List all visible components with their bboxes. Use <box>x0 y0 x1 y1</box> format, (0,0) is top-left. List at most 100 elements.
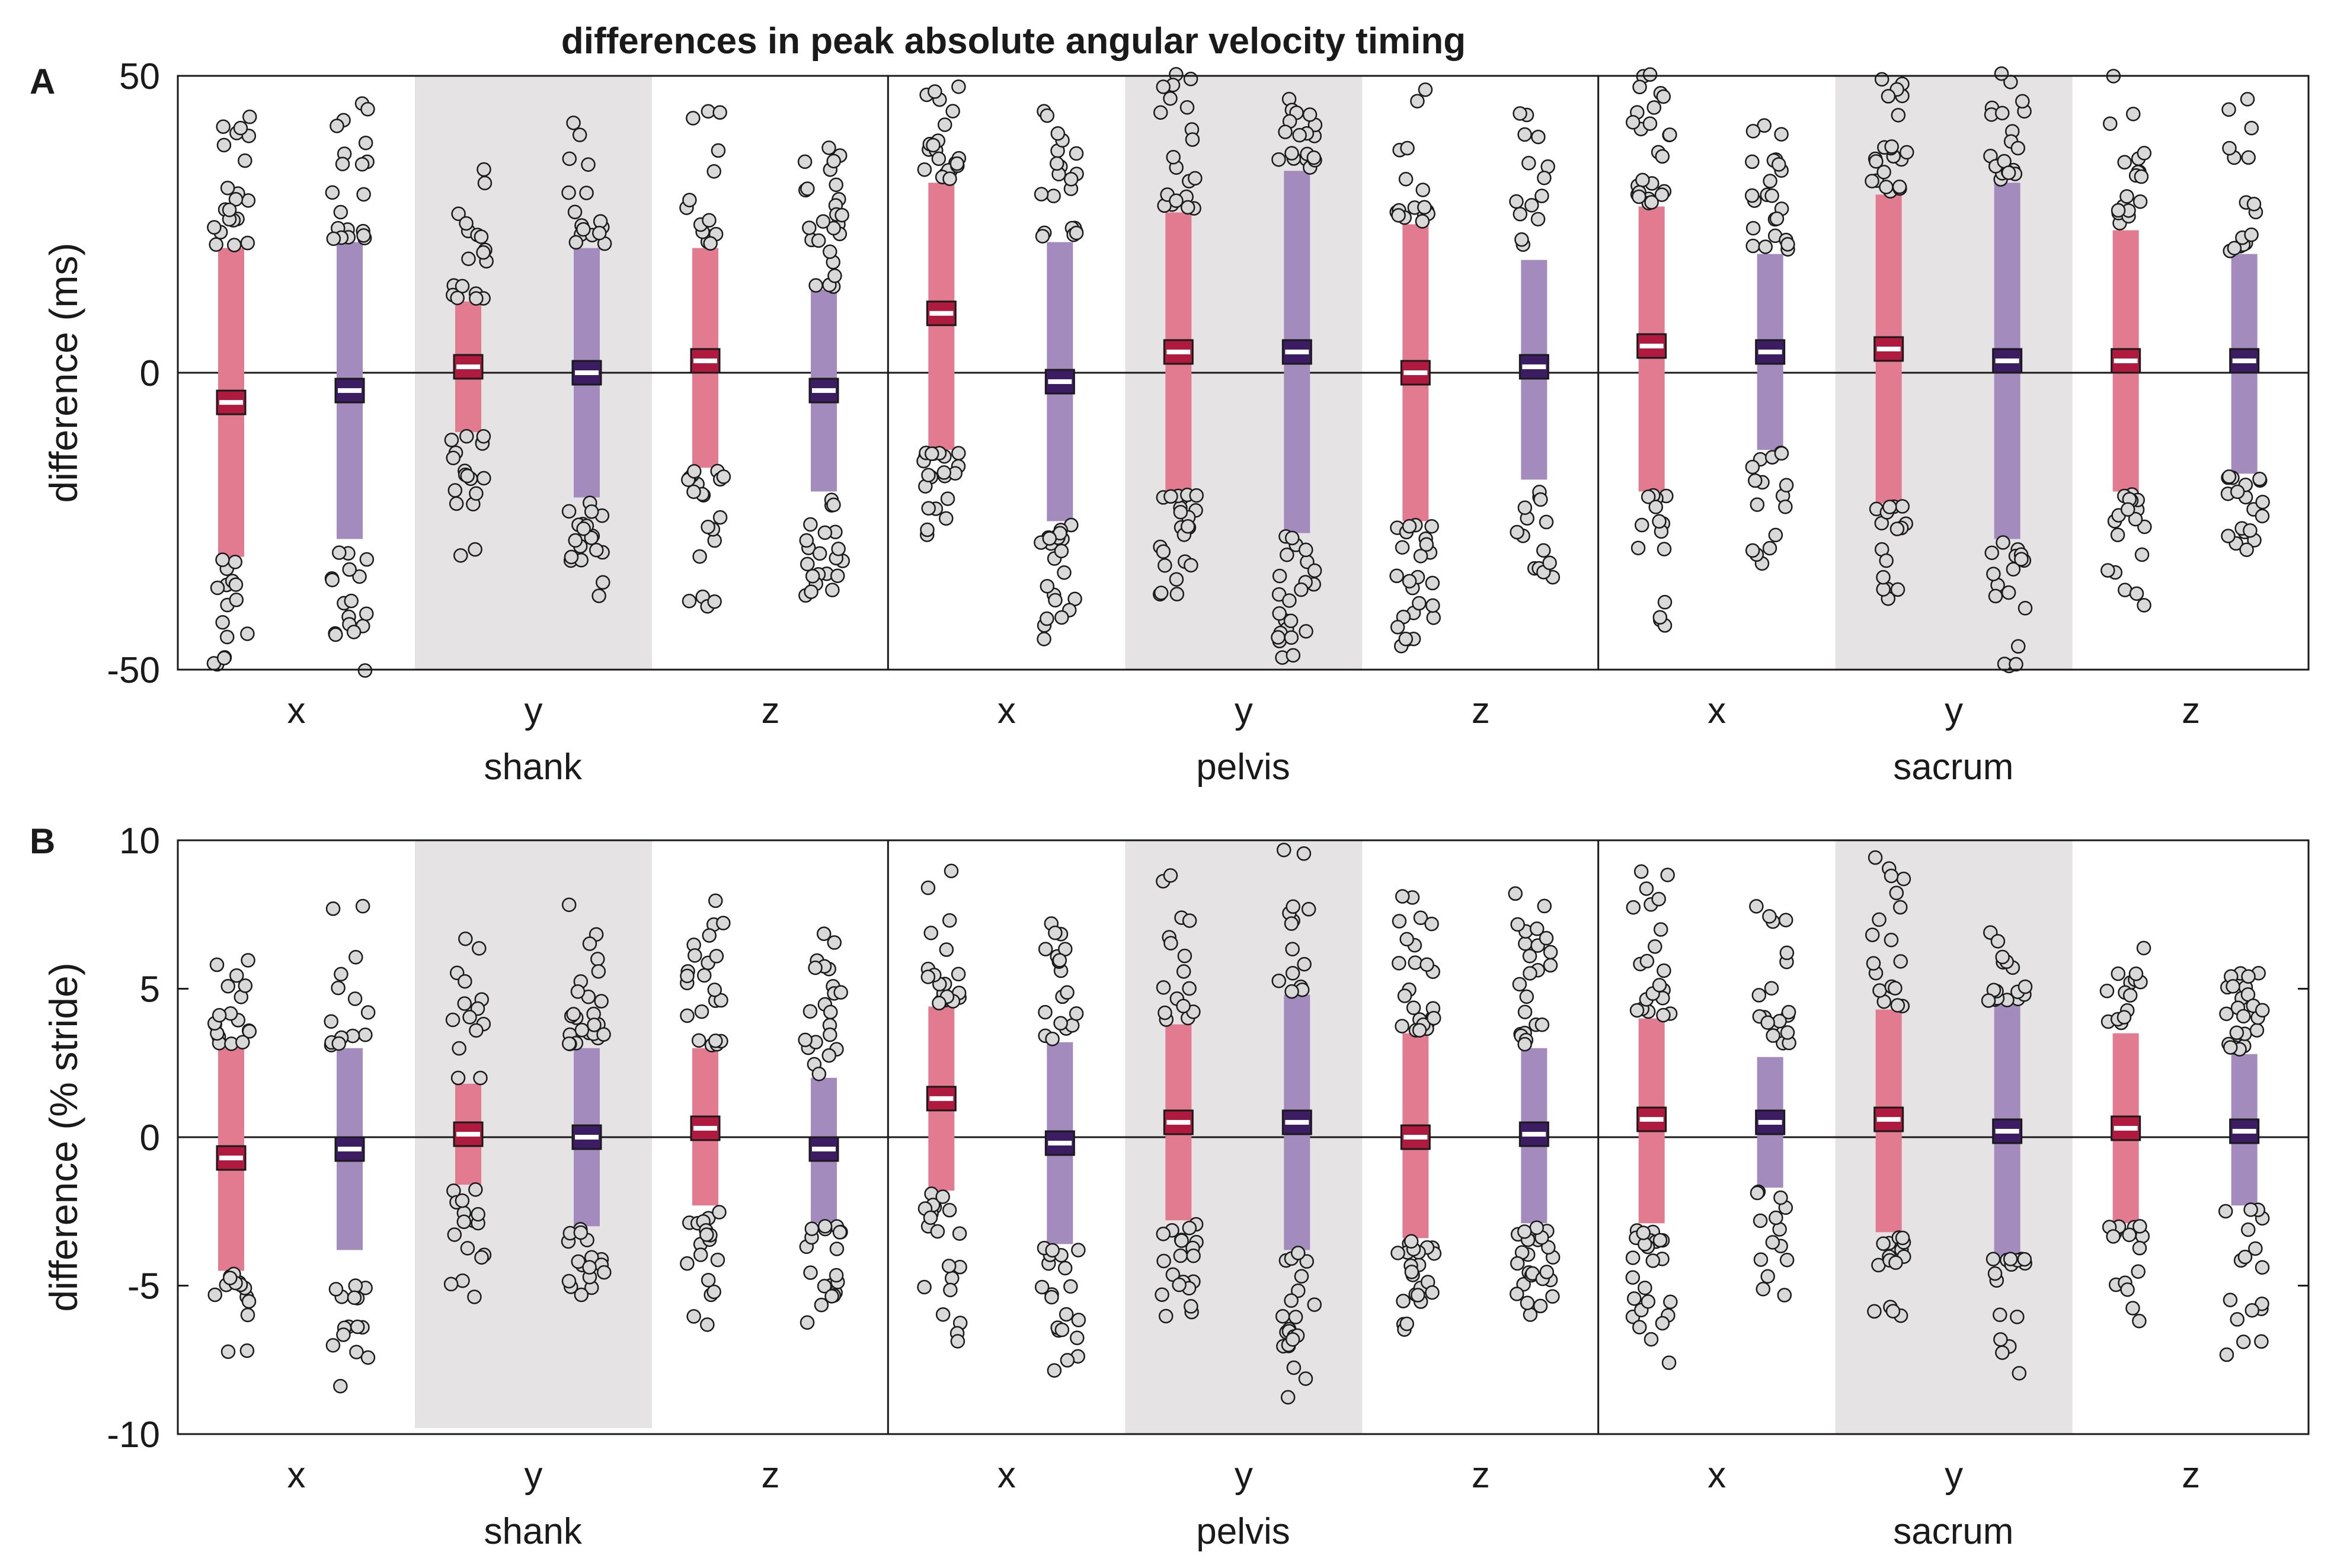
point-pelvis-x-purple-6 <box>1038 1004 1053 1020</box>
point-shank-x-purple-9 <box>356 187 371 202</box>
point-shank-y-red-12 <box>469 1023 484 1038</box>
point-pelvis-x-purple-14 <box>1040 108 1055 123</box>
point-pelvis-z-purple-13 <box>1512 977 1527 992</box>
point-pelvis-z-red-13 <box>1391 208 1406 223</box>
point-sacrum-x-red-7 <box>1646 100 1661 115</box>
x-tick-label-pelvis-x: x <box>997 690 1016 731</box>
point-pelvis-y-red-16 <box>1169 193 1184 209</box>
point-sacrum-z-red-11 <box>2111 203 2126 218</box>
point-sacrum-z-red-8 <box>2122 988 2138 1003</box>
point-pelvis-y-purple-36 <box>1282 593 1297 608</box>
point-sacrum-z-purple-12 <box>2227 241 2242 256</box>
point-shank-x-purple-11 <box>331 980 346 996</box>
point-shank-z-red-29 <box>680 1256 695 1271</box>
point-pelvis-x-red-6 <box>945 104 960 119</box>
panel-a: 50 0 -50 difference (ms) x y z shank x y z pelvis x y… <box>41 56 2310 788</box>
panel-b-label: B <box>30 821 55 861</box>
point-shank-y-red-29 <box>471 1207 485 1222</box>
point-sacrum-y-red-11 <box>1865 174 1879 188</box>
point-sacrum-x-red-17 <box>1633 864 1649 879</box>
point-shank-z-red-10 <box>702 928 717 943</box>
scatter-pelvis-x-red <box>917 863 968 1349</box>
point-sacrum-x-purple-29 <box>1747 473 1763 488</box>
point-shank-z-purple-37 <box>831 542 846 556</box>
point-shank-z-purple-17 <box>833 985 848 1000</box>
point-shank-x-red-23 <box>241 1294 257 1309</box>
point-shank-x-red-21 <box>239 1343 255 1358</box>
point-shank-x-red-13 <box>238 153 252 168</box>
point-sacrum-x-purple-32 <box>1745 543 1760 558</box>
point-sacrum-x-red-15 <box>1651 891 1666 907</box>
point-pelvis-x-purple-30 <box>1070 1330 1085 1345</box>
point-sacrum-x-purple-8 <box>1763 174 1777 188</box>
point-shank-x-red-18 <box>222 202 237 217</box>
point-shank-x-red-28 <box>219 629 235 645</box>
point-pelvis-x-red-20 <box>944 1271 960 1286</box>
point-shank-x-purple-34 <box>325 572 340 588</box>
point-pelvis-y-purple-40 <box>1294 582 1309 597</box>
point-pelvis-x-purple-18 <box>1034 187 1049 201</box>
point-sacrum-z-purple-31 <box>2239 542 2254 557</box>
point-shank-z-purple-42 <box>826 497 841 513</box>
point-shank-x-purple-29 <box>342 562 357 577</box>
point-sacrum-y-red-35 <box>1882 500 1897 514</box>
point-sacrum-y-red-20 <box>1884 139 1899 154</box>
point-shank-y-purple-40 <box>582 1260 597 1275</box>
point-shank-y-purple-19 <box>561 504 577 519</box>
point-shank-z-purple-17 <box>821 140 836 155</box>
point-shank-x-red-2 <box>209 957 225 972</box>
point-pelvis-y-red-39 <box>1173 504 1188 520</box>
point-pelvis-x-red-38 <box>923 1210 938 1225</box>
point-pelvis-x-purple-42 <box>1042 531 1057 546</box>
point-pelvis-y-purple-10 <box>1296 846 1312 861</box>
point-sacrum-x-purple-31 <box>1762 540 1777 556</box>
x-tick-label-shank-x: x <box>287 1455 306 1496</box>
point-pelvis-x-purple-16 <box>1069 225 1084 241</box>
scatter-sacrum-y-purple <box>1983 66 2033 674</box>
scatter-pelvis-z-purple <box>1509 106 1561 585</box>
point-pelvis-y-red-19 <box>1185 132 1200 147</box>
point-pelvis-y-purple-21 <box>1280 547 1294 562</box>
point-pelvis-y-red-42 <box>1184 558 1198 573</box>
scatter-pelvis-y-purple <box>1271 843 1322 1405</box>
point-shank-z-red-10 <box>686 111 701 126</box>
point-pelvis-z-purple-11 <box>1537 170 1552 185</box>
scatter-sacrum-x-purple <box>1749 899 1796 1303</box>
point-shank-y-red-15 <box>476 245 491 260</box>
point-sacrum-z-red-14 <box>2132 1314 2147 1329</box>
y-axis-label: difference (% stride) <box>41 962 85 1311</box>
point-pelvis-x-red-16 <box>923 926 939 940</box>
point-pelvis-x-red-2 <box>942 913 957 928</box>
median-line-sacrum-x-purple <box>1758 349 1782 354</box>
median-line-pelvis-z-red <box>1403 1135 1428 1140</box>
point-sacrum-z-purple-34 <box>2230 484 2245 500</box>
point-pelvis-x-red-7 <box>937 117 952 132</box>
point-pelvis-z-red-4 <box>1395 1019 1409 1033</box>
point-shank-x-red-16 <box>212 1007 227 1023</box>
point-sacrum-y-red-36 <box>1876 569 1891 585</box>
point-pelvis-x-purple-3 <box>1046 188 1061 203</box>
point-sacrum-z-red-10 <box>2119 189 2134 204</box>
point-pelvis-z-red-9 <box>1408 955 1423 970</box>
y-tick-label: 0 <box>140 353 160 394</box>
point-sacrum-z-purple-28 <box>2236 1335 2251 1349</box>
point-pelvis-x-red-33 <box>935 1189 950 1204</box>
point-shank-y-red-1 <box>457 996 472 1011</box>
point-shank-x-red-26 <box>207 1287 222 1303</box>
point-shank-z-purple-29 <box>800 556 815 572</box>
point-pelvis-y-purple-11 <box>1286 899 1300 914</box>
point-shank-y-red-5 <box>452 1041 466 1056</box>
point-shank-z-purple-16 <box>823 1004 838 1020</box>
point-pelvis-y-purple-35 <box>1291 1246 1306 1260</box>
x-tick-label-sacrum-x: x <box>1708 690 1726 731</box>
y-tick-label: -10 <box>107 1415 160 1455</box>
median-line-sacrum-x-purple <box>1758 1119 1782 1125</box>
point-sacrum-y-red-10 <box>1890 998 1905 1013</box>
point-sacrum-y-purple-22 <box>1995 1345 2010 1360</box>
median-line-pelvis-z-red <box>1403 370 1428 375</box>
point-pelvis-z-purple-3 <box>1521 156 1536 171</box>
point-sacrum-z-purple-15 <box>2249 1023 2265 1038</box>
point-shank-z-red-27 <box>707 594 722 609</box>
point-shank-x-purple-32 <box>346 625 362 639</box>
point-sacrum-x-red-38 <box>1634 517 1649 533</box>
